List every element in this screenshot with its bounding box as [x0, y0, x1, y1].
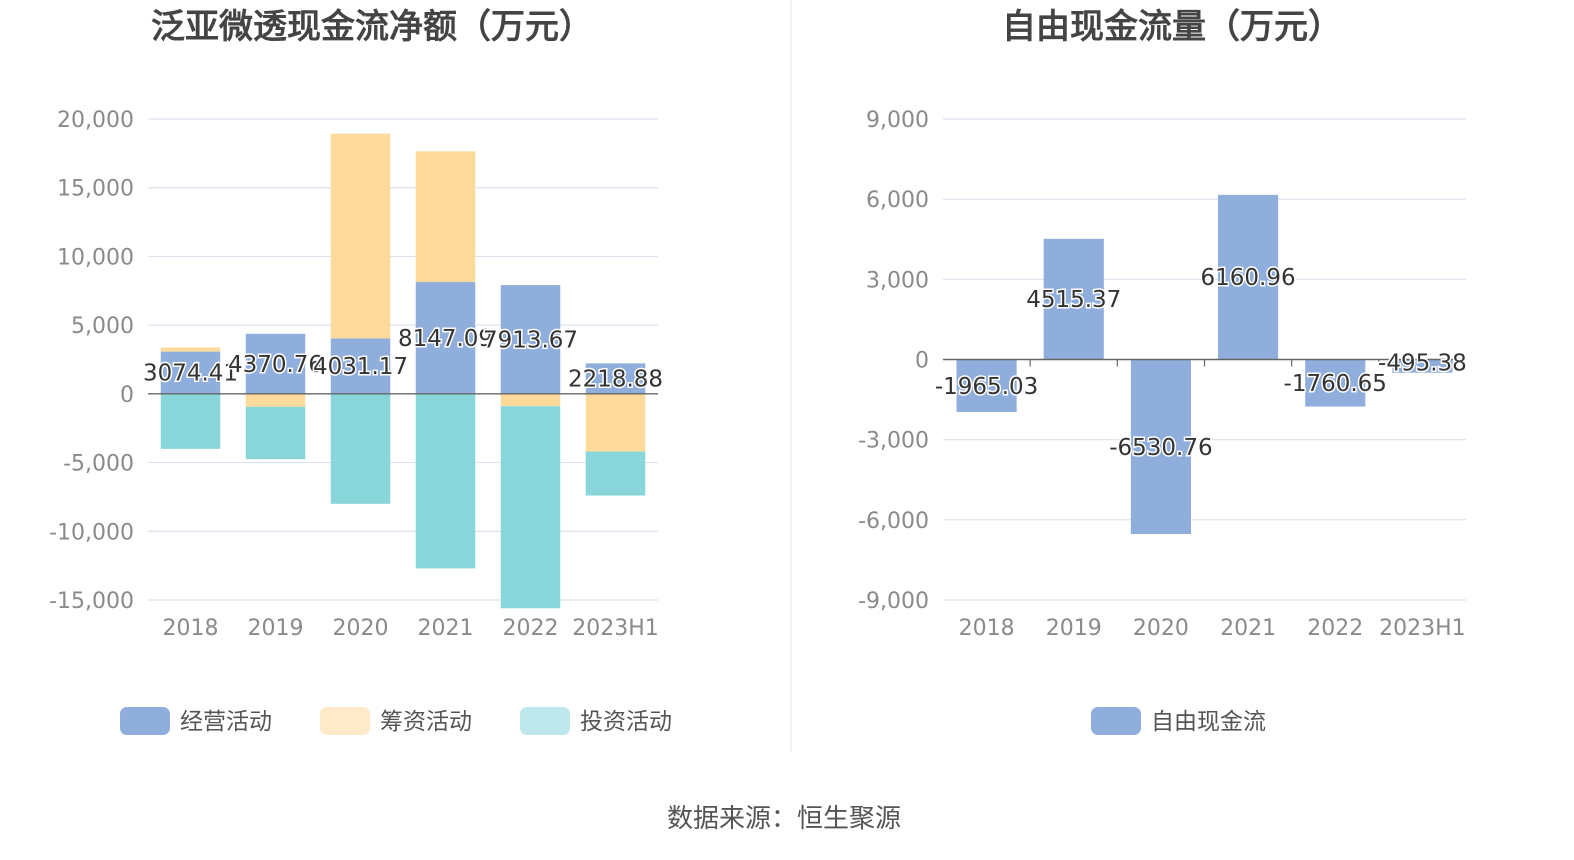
x-tick-label: 2023H1: [572, 616, 659, 641]
y-tick-label: -6,000: [858, 509, 929, 534]
bar-financing: [500, 393, 561, 407]
bar-operating: [330, 338, 391, 394]
data-label: 6160.96: [1201, 265, 1296, 291]
bar-investing: [245, 406, 306, 460]
x-tick-label: 2020: [333, 616, 389, 641]
y-tick-label: 6,000: [866, 188, 929, 213]
y-tick-label: -10,000: [49, 520, 134, 545]
data-label: 4031.17: [313, 354, 408, 380]
legend-label: 筹资活动: [380, 709, 472, 735]
bar-free: [956, 359, 1017, 413]
bar-financing: [245, 393, 306, 407]
bar-investing: [415, 393, 476, 569]
y-tick-label: 3,000: [866, 268, 929, 293]
chart-title: 泛亚微透现金流净额（万元）: [151, 7, 593, 47]
y-tick-label: -15,000: [49, 589, 134, 614]
legend-item[interactable]: 经营活动: [120, 707, 272, 735]
bar-financing: [415, 151, 476, 282]
legend-item[interactable]: 自由现金流: [1091, 707, 1266, 735]
legend-swatch: [120, 707, 170, 735]
legend-label: 投资活动: [580, 709, 672, 735]
bar-financing: [160, 347, 221, 352]
bar-investing: [330, 393, 391, 504]
y-tick-label: -5,000: [63, 452, 134, 477]
legend-swatch: [520, 707, 570, 735]
bar-free: [1043, 238, 1104, 360]
legend: 自由现金流: [1091, 707, 1266, 735]
x-tick-label: 2022: [503, 616, 559, 641]
bar-operating: [415, 281, 476, 394]
chart-title: 自由现金流量（万元）: [1002, 7, 1342, 47]
bar-free: [1392, 359, 1453, 373]
bar-investing: [160, 393, 221, 449]
x-tick-label: 2022: [1307, 616, 1363, 641]
data-label: 2218.88: [568, 367, 663, 393]
legend-swatch: [320, 707, 370, 735]
bar-investing: [585, 451, 646, 496]
y-tick-label: 0: [120, 383, 134, 408]
data-label: 4370.76: [228, 352, 323, 378]
bar-free: [1305, 359, 1366, 407]
data-label: 4515.37: [1026, 287, 1121, 313]
bar-operating: [160, 351, 221, 394]
data-label: 8147.09: [398, 326, 493, 352]
x-tick-label: 2020: [1133, 616, 1189, 641]
x-tick-label: 2023H1: [1379, 616, 1466, 641]
bar-operating: [500, 285, 561, 394]
legend-label: 自由现金流: [1151, 709, 1266, 735]
chart-free-cashflow: 自由现金流量（万元） 9,000 6,000 3,000 0 -3,000 -6,000 -…: [858, 7, 1468, 735]
bar-free: [1130, 359, 1191, 535]
y-tick-label: 20,000: [57, 108, 134, 133]
bar-free: [1218, 194, 1279, 360]
x-tick-label: 2021: [418, 616, 474, 641]
legend-item[interactable]: 筹资活动: [320, 707, 472, 735]
y-tick-label: -9,000: [858, 589, 929, 614]
x-tick-label: 2021: [1220, 616, 1276, 641]
x-tick-label: 2018: [959, 616, 1015, 641]
bar-investing: [500, 406, 561, 609]
source-text: 数据来源：恒生聚源: [667, 804, 901, 834]
legend-item[interactable]: 投资活动: [520, 707, 672, 735]
legend-swatch: [1091, 707, 1141, 735]
y-tick-label: 0: [915, 349, 929, 374]
y-tick-label: 15,000: [57, 177, 134, 202]
x-tick-label: 2018: [163, 616, 219, 641]
legend: 经营活动 筹资活动 投资活动: [120, 707, 672, 735]
bar-financing: [330, 133, 391, 339]
chart-net-cashflow: 泛亚微透现金流净额（万元） 20,000 15,000 10,000 5,000 0 -5…: [49, 7, 672, 735]
y-tick-label: 10,000: [57, 245, 134, 270]
data-label: -1965.03: [935, 374, 1038, 400]
x-tick-label: 2019: [1046, 616, 1102, 641]
data-label: 7913.67: [483, 327, 578, 353]
legend-label: 经营活动: [180, 709, 272, 735]
data-label: 3074.41: [143, 361, 238, 387]
bar-operating: [585, 363, 646, 394]
data-label: -1760.65: [1284, 371, 1387, 397]
bar-operating: [245, 333, 306, 394]
data-label: -495.38: [1378, 351, 1467, 377]
y-tick-label: 9,000: [866, 108, 929, 133]
y-tick-label: -3,000: [858, 429, 929, 454]
x-tick-label: 2019: [248, 616, 304, 641]
bar-financing: [585, 393, 646, 452]
y-tick-label: 5,000: [71, 314, 134, 339]
data-label: -6530.76: [1109, 435, 1212, 461]
